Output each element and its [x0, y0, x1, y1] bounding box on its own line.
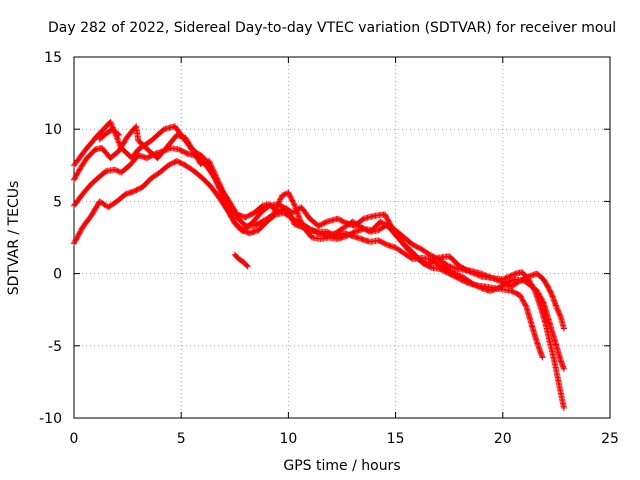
y-tick-label: -10 [39, 411, 62, 427]
data-point [495, 277, 502, 284]
data-point [560, 325, 567, 332]
x-axis-label: GPS time / hours [283, 458, 400, 474]
data-point [539, 296, 546, 303]
y-axis-label: SDTVAR / TECUs [6, 181, 22, 296]
data-point [206, 158, 213, 164]
data-point [229, 216, 236, 223]
data-point [560, 364, 567, 371]
data-point [277, 196, 284, 203]
x-tick-label: 20 [494, 431, 512, 447]
data-point [289, 198, 296, 205]
data-point [560, 365, 567, 372]
data-point [534, 289, 541, 296]
data-point [289, 197, 296, 204]
data-point [479, 271, 486, 278]
data-point [491, 276, 498, 282]
data-point [275, 199, 282, 206]
data-point [275, 200, 282, 207]
data-point [115, 139, 122, 146]
y-tick-label: 15 [44, 50, 62, 66]
x-tick-label: 15 [387, 431, 405, 447]
data-point [114, 167, 121, 174]
x-tick-label: 25 [601, 431, 619, 447]
data-point [507, 272, 514, 279]
axis-ticks [73, 56, 611, 419]
data-point [226, 209, 233, 216]
data-point [560, 404, 567, 411]
data-point [73, 171, 80, 178]
data-point [108, 120, 114, 127]
data-point [534, 287, 541, 294]
data-point [207, 162, 214, 168]
data-point [511, 271, 518, 278]
data-point [116, 131, 123, 138]
series-6 [231, 251, 251, 270]
data-point [230, 217, 237, 224]
series-4 [71, 158, 567, 372]
data-point [161, 147, 167, 154]
data-point [164, 146, 171, 153]
data-point [538, 295, 545, 302]
data-point [274, 202, 281, 208]
data-point [288, 194, 294, 201]
y-tick-label: -5 [48, 339, 62, 355]
data-point [537, 294, 544, 301]
data-point [71, 175, 78, 182]
x-tick-labels: 0 5 10 15 20 25 [70, 431, 619, 447]
data-points [71, 119, 567, 411]
data-point [76, 167, 82, 174]
data-point [276, 198, 283, 204]
data-point [539, 354, 546, 361]
y-tick-label: 0 [53, 267, 62, 283]
data-point [489, 274, 496, 281]
y-tick-label: 5 [53, 194, 62, 210]
chart-title: Day 282 of 2022, Sidereal Day-to-day VTE… [48, 20, 616, 36]
data-point [114, 135, 121, 142]
y-tick-labels: -10 -5 0 5 10 15 [39, 50, 62, 427]
series-3 [71, 145, 546, 361]
data-point [111, 166, 118, 173]
x-tick-label: 10 [279, 431, 297, 447]
data-point [244, 263, 251, 270]
series-5 [96, 126, 123, 143]
data-point [107, 119, 114, 125]
data-point [162, 147, 169, 154]
data-point [113, 167, 119, 174]
data-point [288, 196, 295, 203]
data-point [287, 193, 294, 200]
data-point [163, 146, 170, 153]
data-point [519, 296, 526, 303]
data-point [285, 189, 292, 196]
data-point [519, 297, 526, 304]
data-point [277, 195, 284, 202]
data-point [539, 298, 546, 305]
data-point [115, 131, 121, 137]
data-point [286, 192, 293, 199]
series-1 [71, 119, 567, 411]
data-point [115, 138, 122, 145]
data-point [510, 271, 517, 278]
data-point [522, 301, 528, 308]
data-point [291, 201, 298, 208]
data-point [243, 262, 250, 269]
data-point [517, 293, 524, 300]
data-point [225, 208, 232, 215]
data-point [290, 200, 297, 207]
series-2 [71, 123, 567, 332]
y-tick-label: 10 [44, 122, 62, 138]
data-point [486, 273, 493, 280]
x-tick-label: 5 [177, 431, 186, 447]
data-point [518, 294, 525, 301]
x-tick-label: 0 [70, 431, 79, 447]
data-point [286, 191, 292, 197]
plot-frame [73, 56, 611, 419]
data-point [206, 159, 213, 166]
data-point [207, 160, 214, 167]
data-point [522, 302, 529, 309]
data-point [427, 264, 434, 271]
data-point [482, 272, 489, 279]
